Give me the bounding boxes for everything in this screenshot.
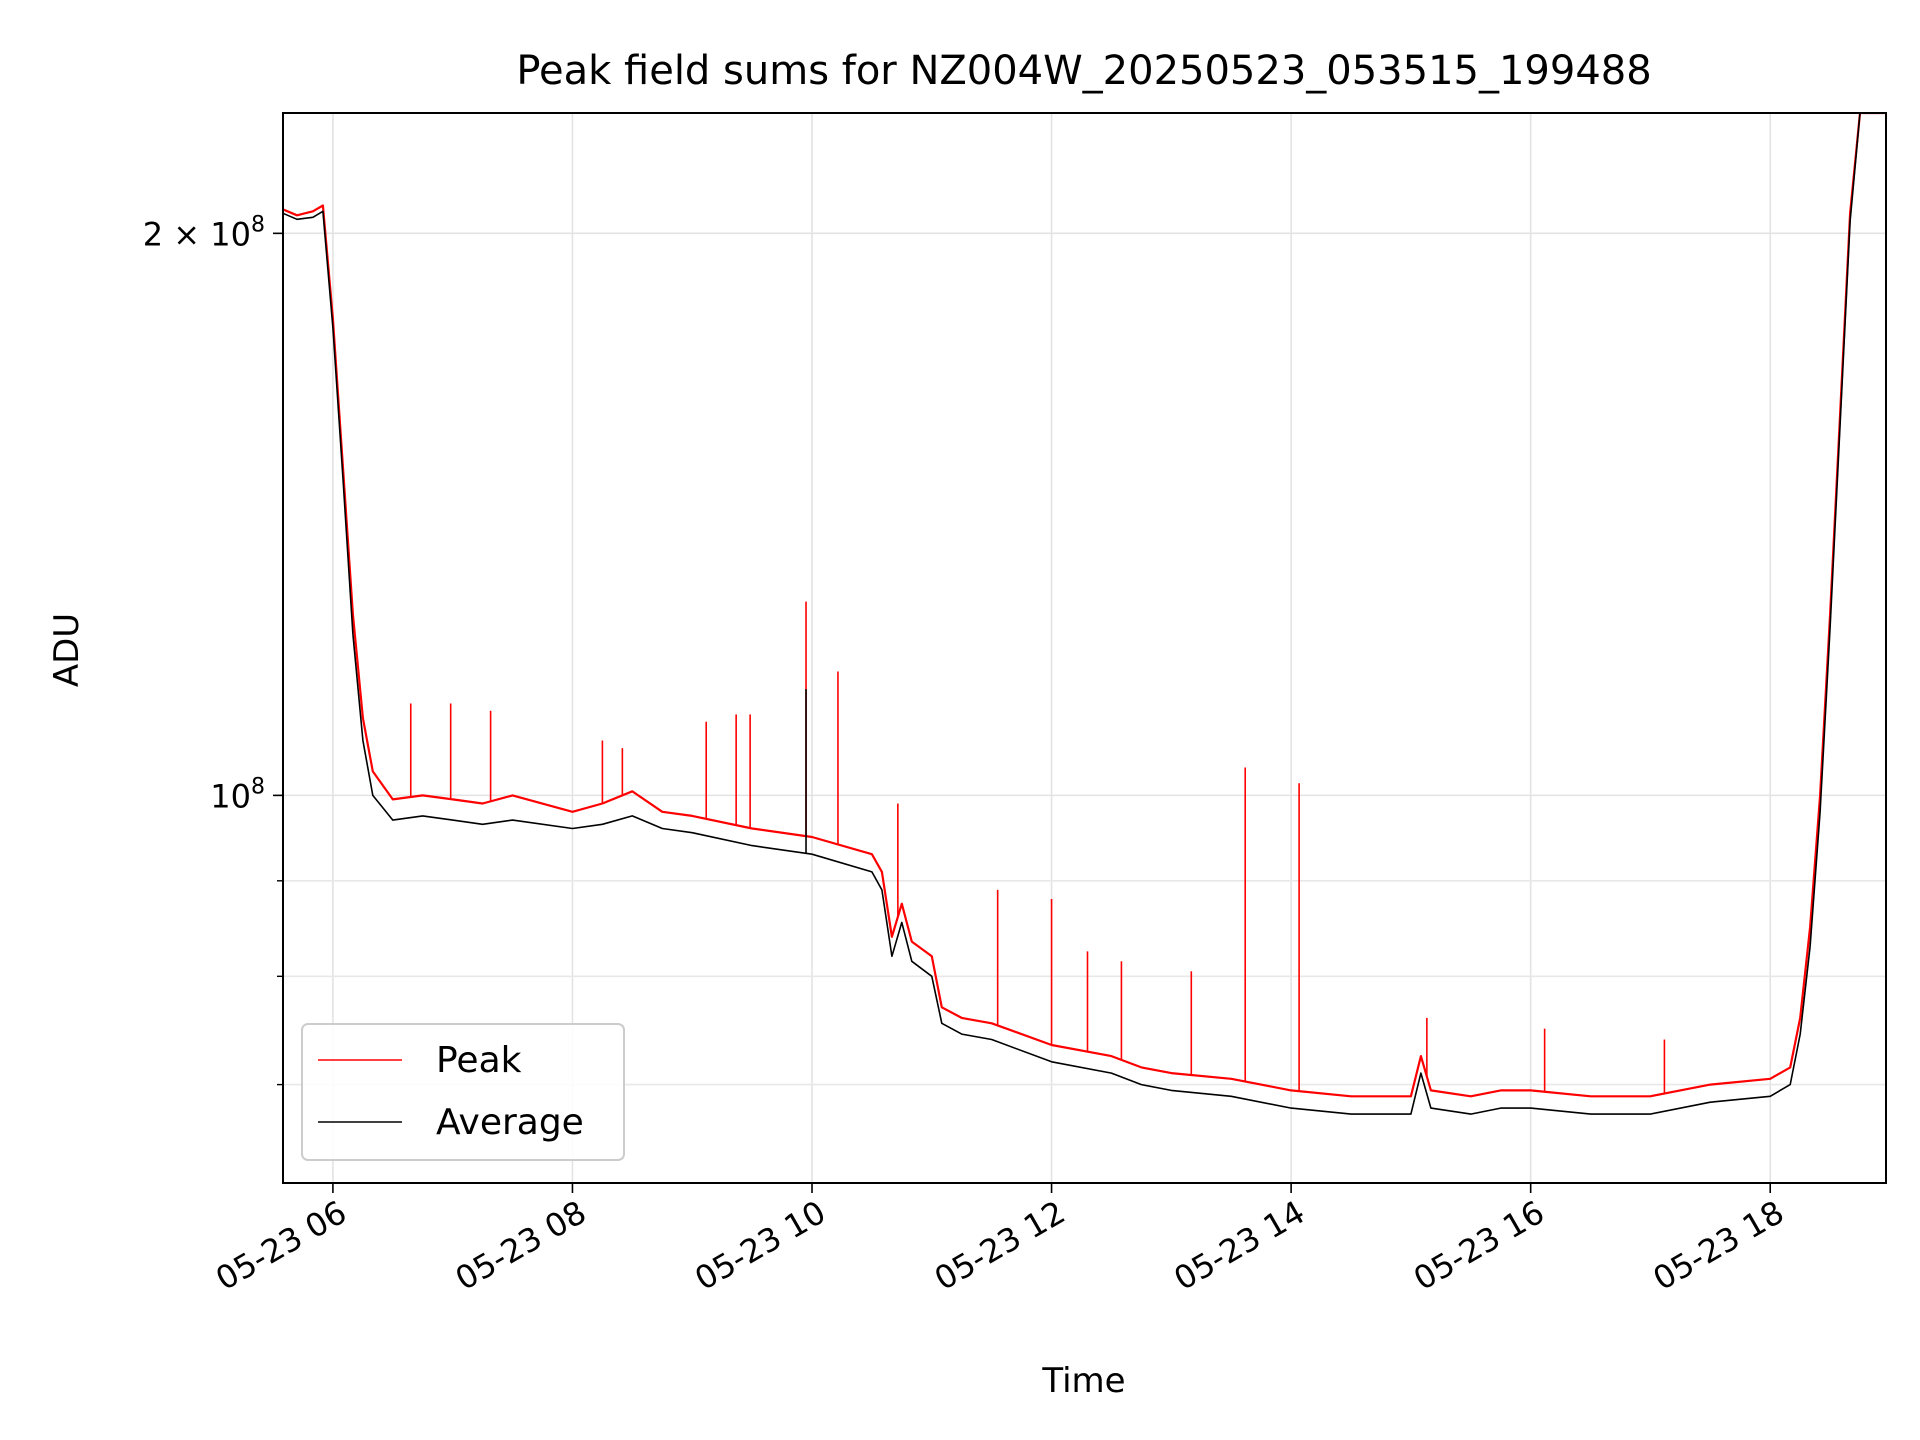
y-tick-label: 2 × 108 <box>143 212 265 253</box>
y-axis-label: ADU <box>47 613 87 687</box>
y-tick-label-exponent: 8 <box>251 212 265 237</box>
chart-title: Peak field sums for NZ004W_20250523_0535… <box>516 48 1651 94</box>
legend: Peak Average <box>301 1023 625 1161</box>
legend-label-peak: Peak <box>436 1040 522 1081</box>
series-average <box>283 113 1886 1115</box>
legend-box <box>301 1023 625 1161</box>
legend-label-average: Average <box>436 1102 584 1143</box>
series-line-peak <box>283 113 1886 1098</box>
y-tick-label: 108 <box>210 774 265 815</box>
y-tick-label-base: 10 <box>210 777 251 815</box>
plot-frame <box>282 112 1887 1184</box>
plot-series <box>283 113 1886 1115</box>
series-line-average <box>283 113 1886 1115</box>
y-tick-label-exponent: 8 <box>251 774 265 799</box>
x-axis-label: Time <box>1041 1361 1125 1401</box>
y-tick-label-base: 2 × 10 <box>143 215 251 253</box>
